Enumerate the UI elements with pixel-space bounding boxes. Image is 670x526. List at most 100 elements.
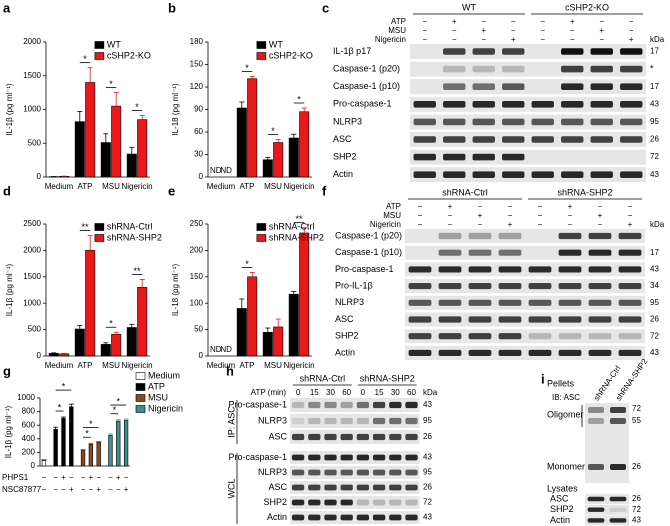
y-tick-label: 150 — [190, 60, 204, 69]
kda-marker: 34 — [650, 281, 659, 290]
blot-band — [408, 266, 432, 273]
blot-background — [405, 245, 645, 260]
x-row-name: PHPS1 — [2, 473, 29, 482]
treatment-sign: − — [599, 35, 604, 44]
blot-background — [410, 79, 646, 95]
treatment-sign: 30 — [326, 388, 335, 397]
kda-marker: 43 — [423, 513, 432, 522]
kda-marker: 43 — [632, 516, 641, 525]
treatment-name: MSU — [383, 211, 401, 220]
blot-band — [588, 418, 604, 424]
blot-band — [408, 333, 432, 340]
blot-band — [561, 171, 584, 178]
treatment-sign: − — [570, 26, 575, 35]
section-label: WCL — [226, 479, 236, 499]
blot-band — [620, 171, 643, 178]
x-tick-label: MSU — [264, 361, 282, 370]
row-label: Caspase-1 (p20) — [335, 230, 402, 240]
blot-band — [356, 401, 370, 409]
kda-label: kDa — [650, 220, 665, 229]
legend-label: WT — [107, 39, 121, 49]
bar — [262, 159, 273, 178]
kda-label: kDa — [423, 388, 438, 397]
kda-marker: 95 — [650, 117, 659, 126]
kda-marker: 26 — [650, 315, 659, 324]
treatment-sign: 15 — [310, 388, 319, 397]
blot-band — [588, 349, 612, 356]
blot-band — [438, 283, 462, 290]
x-tick-label: ATP — [240, 361, 255, 370]
blot-background — [290, 481, 420, 494]
blot-band — [408, 349, 432, 356]
treatment-sign: + — [478, 211, 483, 220]
bar — [116, 420, 121, 467]
panel-label: b — [168, 0, 176, 15]
treatment-sign: + — [452, 17, 457, 26]
blot-band — [590, 101, 613, 108]
blot-band — [405, 454, 418, 461]
blot-band — [340, 433, 353, 441]
blot-band — [528, 266, 552, 273]
blot-band — [558, 349, 582, 356]
blot-band — [308, 484, 321, 491]
blot-band — [308, 469, 321, 476]
row-label: Pro-caspase-1 — [228, 452, 287, 462]
blot-band — [340, 514, 353, 521]
kda-marker: 72 — [423, 498, 432, 507]
y-tick-label: 50 — [194, 325, 203, 334]
x-tick-label: Nigericin — [283, 361, 314, 370]
blot-band — [528, 283, 552, 290]
lysates-label: Lysates — [547, 483, 578, 493]
blot-band — [502, 153, 525, 161]
x-tick-label: ATP — [78, 361, 93, 370]
blot-band — [587, 518, 605, 523]
bar — [80, 450, 86, 467]
row-label: IL-1β p17 — [333, 46, 371, 56]
blot-band — [588, 316, 612, 323]
blot-background — [405, 279, 645, 294]
blot-band — [531, 136, 554, 143]
x-tick-label: ATP — [78, 182, 93, 191]
bar — [137, 119, 148, 178]
blot-band — [468, 349, 492, 356]
group-label: cSHP2-KO — [565, 2, 609, 12]
blot-band — [324, 417, 337, 425]
bar — [100, 344, 111, 357]
blot-background — [290, 414, 420, 428]
blot-band — [609, 496, 627, 502]
x-row-label: − — [116, 485, 121, 494]
blot-band — [438, 333, 462, 340]
treatment-sign: 60 — [407, 388, 416, 397]
bar — [88, 443, 94, 467]
blot-band — [324, 514, 337, 521]
blot-band — [405, 469, 418, 476]
treatment-sign: − — [508, 202, 513, 211]
blot-background — [405, 262, 645, 277]
legend-swatch — [135, 405, 146, 413]
x-row-label: − — [108, 473, 113, 482]
blot-band — [291, 499, 305, 506]
blot-band — [408, 283, 432, 290]
blot-band — [620, 118, 643, 126]
treatment-sign: + — [511, 35, 516, 44]
significance: * — [135, 102, 139, 112]
treatment-sign: − — [478, 220, 483, 229]
bar — [85, 82, 96, 178]
blot-band — [528, 333, 552, 340]
blot-band — [558, 333, 582, 340]
legend-label: shRNA-Ctrl — [269, 221, 315, 231]
blot-band — [324, 433, 337, 441]
bar — [85, 250, 96, 357]
blot-background — [585, 504, 629, 515]
bar — [288, 293, 299, 357]
blot-band — [438, 299, 462, 306]
blot-band — [340, 454, 353, 461]
treatment-name: Nigericin — [370, 220, 401, 229]
legend-swatch — [135, 394, 146, 402]
blot-band — [389, 401, 402, 409]
row-label: ASC — [550, 493, 569, 503]
blot-band — [502, 171, 525, 178]
legend-label: shRNA-SHP2 — [107, 232, 162, 242]
treatment-sign: 15 — [375, 388, 384, 397]
y-tick-label: 250 — [190, 219, 204, 228]
